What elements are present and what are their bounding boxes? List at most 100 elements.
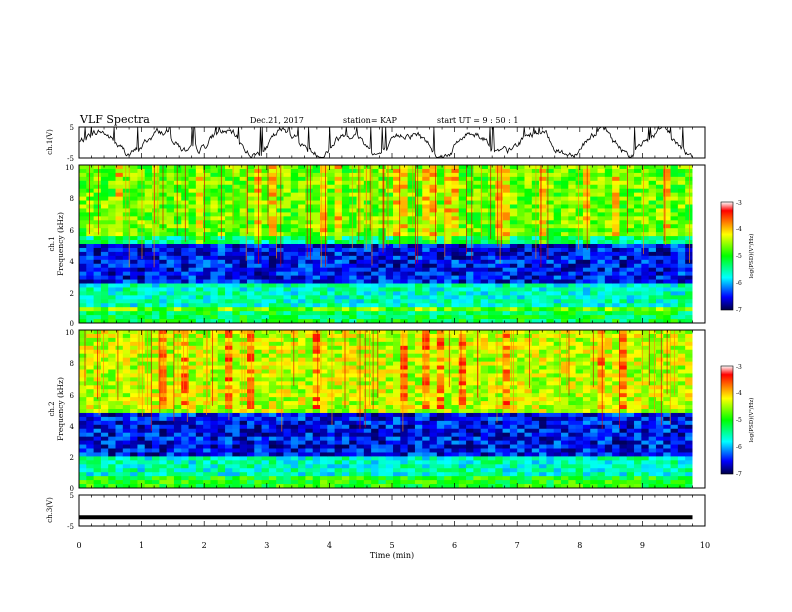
spectrogram-cell [407,232,416,237]
spectrogram-cell [115,172,124,178]
spectrogram-cell [173,291,182,296]
spectrogram-cell [436,275,445,280]
spectrogram-cell [334,259,343,265]
spectrogram-cell [188,349,197,355]
spectrogram-cell [144,397,153,402]
spectrogram-cell [626,259,635,265]
spectrogram-cell [283,200,292,205]
spectrogram-cell [261,208,270,213]
spectrogram-cell [451,224,460,229]
spectrogram-cell [320,389,328,394]
spectrogram-cell [276,484,284,489]
spectrogram-cell [93,319,102,324]
spectrogram-cell [93,468,102,473]
spectrogram-cell [246,440,255,445]
spectrogram-cell [290,204,299,209]
spectrogram-cell [305,448,314,453]
spectrogram-cell [79,412,87,418]
spectrogram-cell [363,232,372,237]
spectrogram-cell [108,267,116,273]
spectrogram-cell [159,428,168,434]
spectrogram-cell [152,208,160,213]
spectrogram-cell [575,236,584,241]
spectrogram-cell [130,232,138,237]
spectrogram-cell [561,303,569,308]
spectrogram-cell [378,204,387,209]
spectrogram-cell [246,448,255,453]
spectrogram-cell [349,271,357,276]
spectrogram-cell [385,319,394,324]
spectrogram-cell [239,369,248,374]
spectrogram-cell [144,267,153,273]
spectrogram-cell [327,200,336,205]
spectrogram-cell [341,330,350,335]
spectrogram-cell [349,319,357,324]
spectrogram-cell [473,271,482,276]
spectrogram-cell [400,172,409,178]
spectrogram-cell [546,180,555,186]
spectrogram-cell [144,424,153,430]
spectrogram-cell [283,224,292,229]
spectrogram-cell [466,251,474,257]
spectrogram-cell [561,287,569,292]
spectrogram-cell [181,319,189,324]
spectrogram-cell [268,255,277,261]
spectrogram-cell [283,315,292,320]
spectrogram-cell [341,283,350,288]
spectrogram-cell [626,251,635,257]
spectrogram-cell [685,299,693,304]
spectrogram-cell [79,424,87,430]
spectrogram-cell [553,176,562,182]
spectrogram-cell [393,255,401,261]
spectrogram-cell [334,283,343,288]
spectrogram-cell [108,464,116,469]
spectrogram-cell [79,176,87,182]
spectrogram-cell [356,299,365,304]
spectrogram-cell [634,168,642,174]
spectrogram-cell [195,168,204,174]
spectrogram-cell [334,275,343,280]
spectrogram-cell [466,307,474,312]
spectrogram-cell [239,393,248,398]
spectrogram-cell [561,247,569,253]
spectrogram-cell [254,456,262,461]
spectrogram-cell [524,200,533,205]
spectrogram-cell [553,220,562,225]
spectrogram-cell [108,295,116,300]
spectrogram-cell [641,287,650,292]
spectrogram-cell [130,263,138,269]
spectrogram-cell [663,315,671,320]
spectrogram-cell [137,373,146,378]
spectrogram-cell [254,412,262,418]
spectrogram-cell [677,251,686,257]
spectrogram-cell [641,315,650,320]
spectrogram-cell [225,287,233,292]
ch1-ytick-6: 6 [70,227,75,235]
spectrogram-cell [444,287,452,292]
spectrogram-cell [487,267,496,273]
spectrogram-cell [612,168,620,174]
spectrogram-cell [677,283,686,288]
spectrogram-cell [130,353,138,359]
spectrogram-cell [108,172,116,178]
spectrogram-cell [239,409,248,414]
spectrogram-cell [115,188,124,194]
spectrogram-cell [312,436,321,441]
spectrogram-cell [173,236,182,241]
spectrogram-cell [517,271,525,276]
spectrogram-cell [122,236,131,241]
spectrogram-cell [414,319,423,324]
spectrogram-cell [122,476,131,481]
spectrogram-cell [495,259,503,265]
spectrogram-cell [217,259,226,265]
spectrogram-cell [122,428,131,434]
spectrogram-cell [546,216,555,221]
spectrogram-cell [93,255,102,261]
spectrogram-cell [276,476,284,481]
spectrogram-cell [655,192,664,197]
spectrogram-cell [152,480,160,485]
spectrogram-cell [298,184,306,190]
spectrogram-cell [385,232,394,237]
spectrogram-cell [400,311,409,316]
spectrogram-cell [553,216,562,221]
